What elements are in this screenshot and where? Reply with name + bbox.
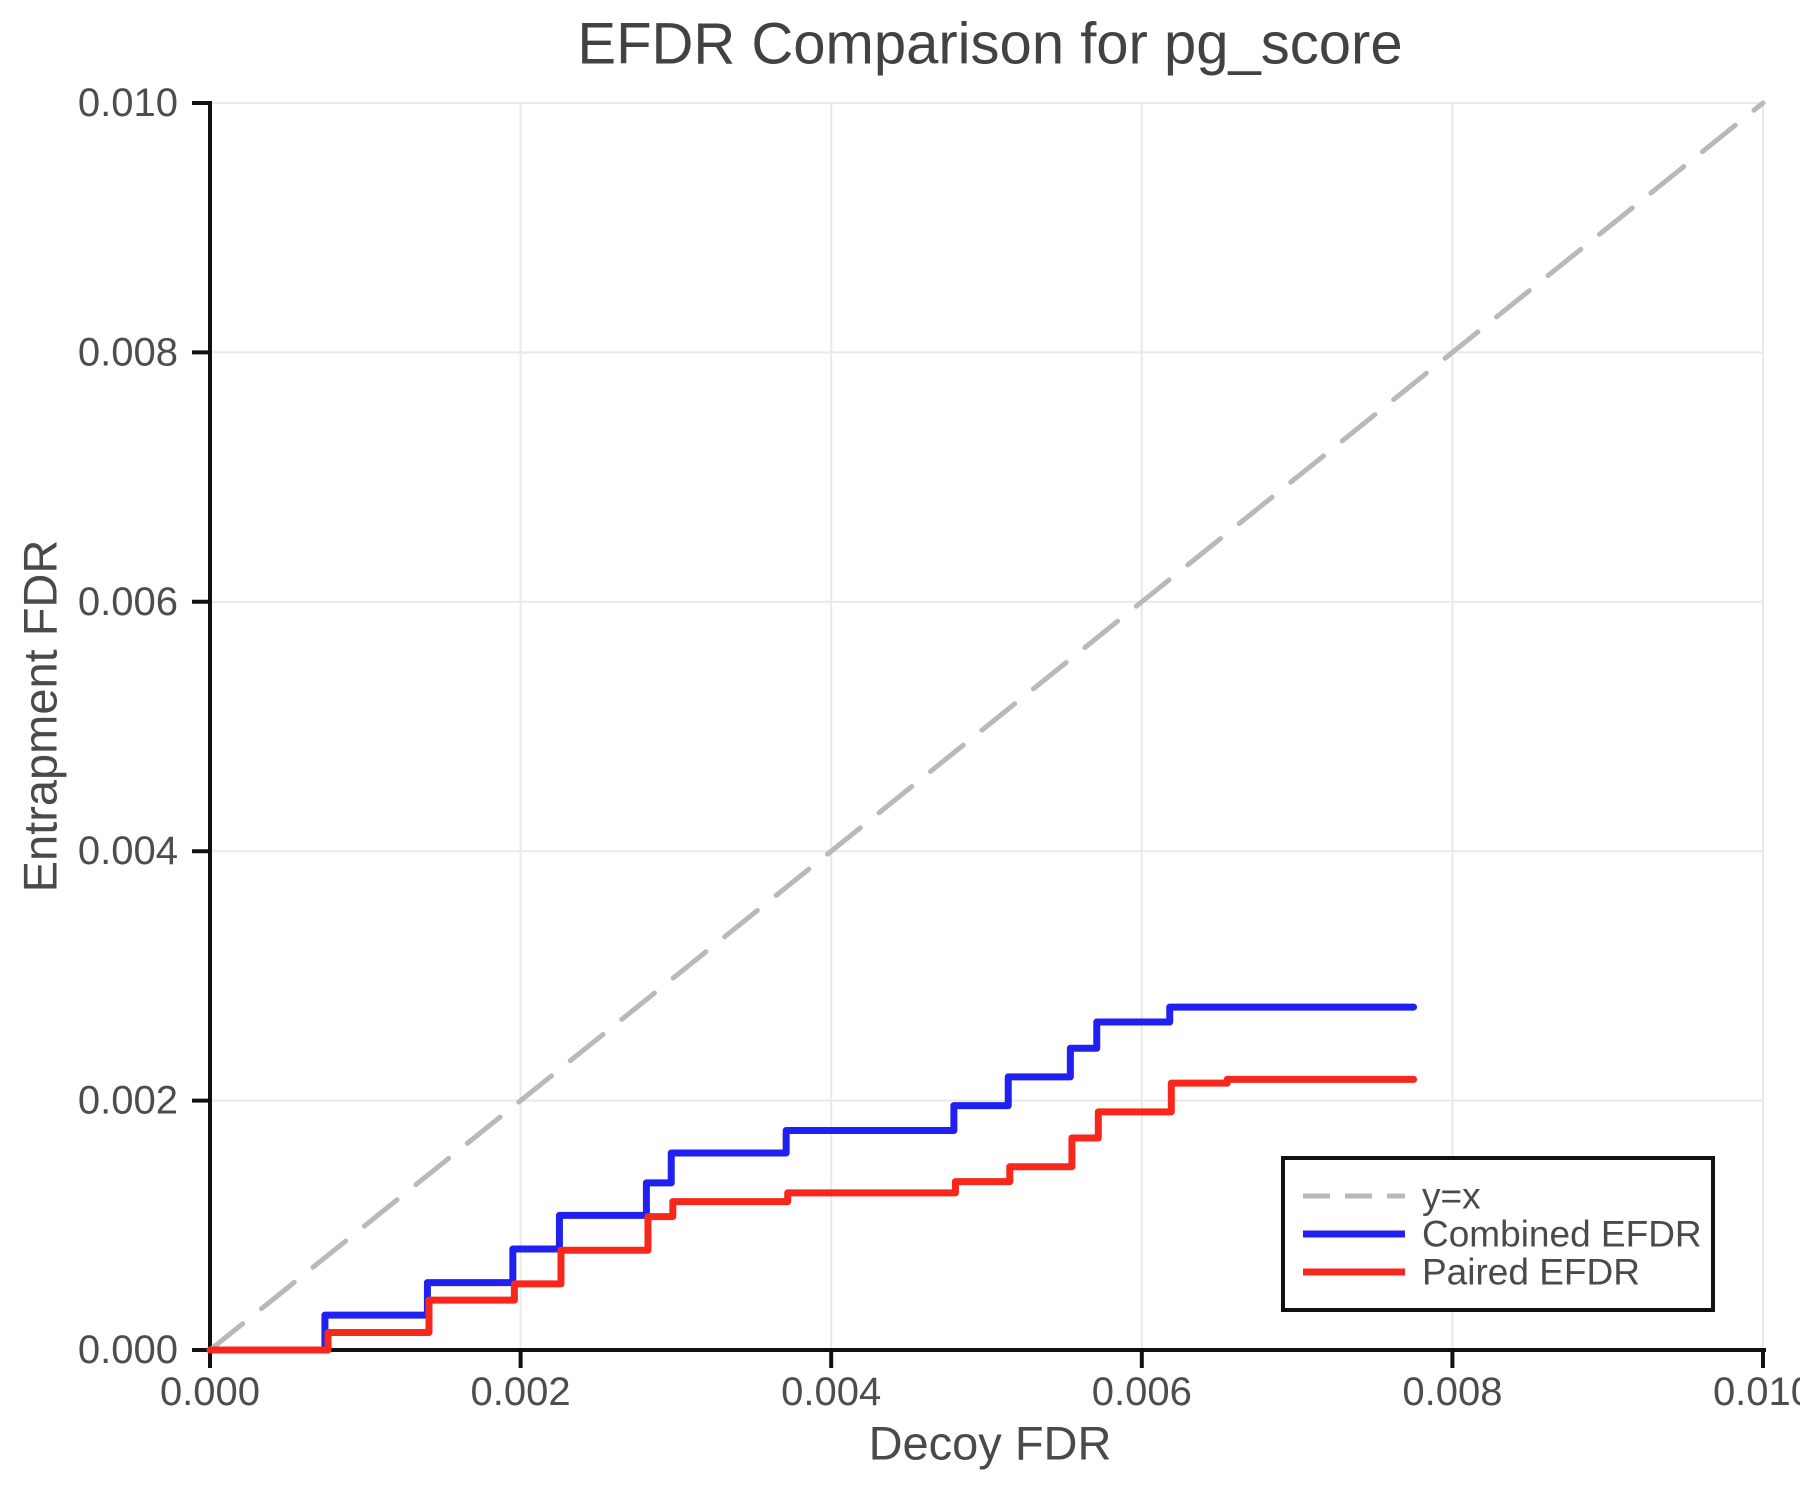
y-tick-label: 0.010 <box>78 81 178 125</box>
axes: 0.000 0.002 0.004 0.006 0.008 0.010 0.000 0.002… <box>78 81 1800 1414</box>
x-tick-label: 0.010 <box>1713 1370 1800 1414</box>
x-tick-label: 0.006 <box>1092 1370 1192 1414</box>
y-tick-label: 0.006 <box>78 580 178 624</box>
y-tick-label: 0.002 <box>78 1079 178 1123</box>
legend-label-combined: Combined EFDR <box>1422 1214 1702 1255</box>
series-lines <box>206 100 1766 1354</box>
legend-entry-combined: Combined EFDR <box>1303 1214 1702 1255</box>
series-line-combined-efdr <box>206 1003 1418 1354</box>
tick-labels: 0.000 0.002 0.004 0.006 0.008 0.010 0.000 0.002… <box>78 81 1800 1414</box>
x-tick-label: 0.008 <box>1402 1370 1502 1414</box>
x-tick-label: 0.004 <box>781 1370 881 1414</box>
y-tick-label: 0.008 <box>78 330 178 374</box>
y-axis-label: Entrapment FDR <box>14 540 67 893</box>
series-line-y-x <box>207 100 1766 1353</box>
series-line-paired-efdr <box>206 1075 1418 1354</box>
legend-label-yx: y=x <box>1422 1176 1481 1217</box>
gridlines <box>210 102 1764 1350</box>
legend: y=x Combined EFDR Paired EFDR <box>1281 1156 1715 1312</box>
legend-label-paired: Paired EFDR <box>1422 1252 1640 1293</box>
chart-title: EFDR Comparison for pg_score <box>577 12 1402 77</box>
tick-marks <box>192 101 1765 1368</box>
y-tick-label: 0.004 <box>78 829 178 873</box>
legend-entry-paired: Paired EFDR <box>1303 1252 1640 1293</box>
x-tick-label: 0.002 <box>471 1370 571 1414</box>
x-axis-label: Decoy FDR <box>869 1417 1112 1470</box>
y-tick-label: 0.000 <box>78 1328 178 1372</box>
legend-entry-yx: y=x <box>1303 1176 1481 1217</box>
x-tick-label: 0.000 <box>160 1370 260 1414</box>
